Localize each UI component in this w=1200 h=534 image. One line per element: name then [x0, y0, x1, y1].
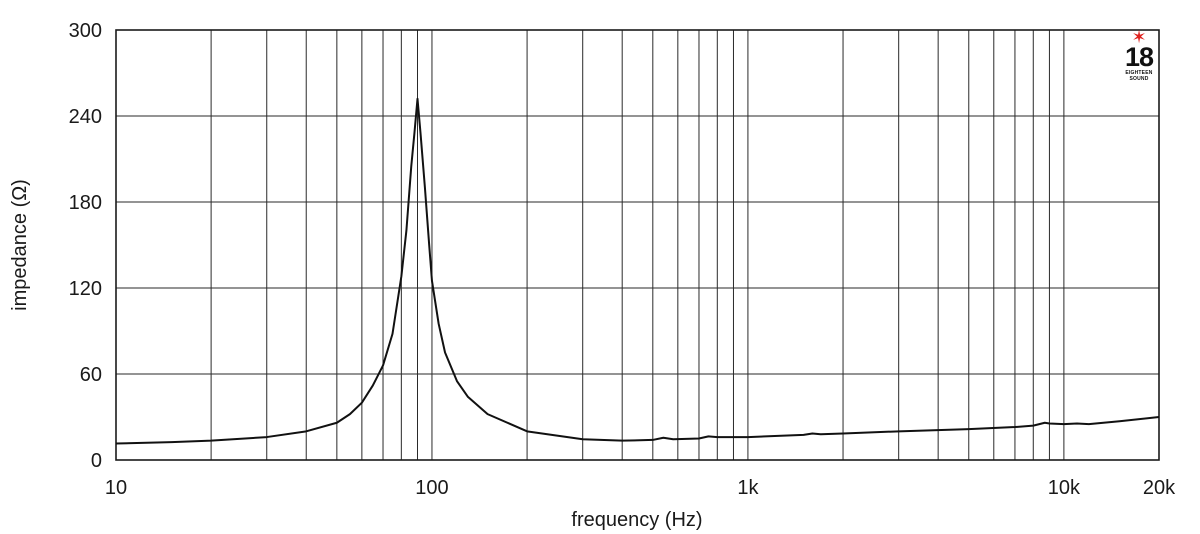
logo-line1: EIGHTEEN: [1125, 70, 1153, 76]
x-tick-label: 1k: [737, 477, 759, 499]
y-gridlines: [116, 29, 1159, 461]
y-axis-title: impedance (Ω): [9, 179, 31, 311]
logo-number: 18: [1124, 42, 1154, 72]
x-tick-label: 100: [415, 477, 448, 499]
x-gridlines: [115, 30, 1160, 460]
star-icon: ✶: [1131, 27, 1147, 47]
x-axis-title: frequency (Hz): [571, 509, 702, 531]
y-tick-labels: 0 60 120 180 240 300: [69, 20, 102, 472]
impedance-series-line: [115, 97, 1160, 445]
x-tick-label: 20k: [1143, 477, 1176, 499]
series-layer: [115, 97, 1160, 445]
brand-logo: ✶ 18 EIGHTEEN SOUND: [1122, 27, 1156, 98]
x-tick-label: 10k: [1048, 477, 1081, 499]
y-tick-label: 0: [91, 450, 102, 472]
y-tick-label: 240: [69, 106, 102, 128]
y-tick-label: 300: [69, 20, 102, 42]
y-tick-label: 120: [69, 278, 102, 300]
x-tick-labels: 10 100 1k 10k 20k: [105, 477, 1176, 499]
y-tick-label: 60: [80, 364, 102, 386]
plot-frame: [115, 29, 1160, 461]
y-tick-label: 180: [69, 192, 102, 214]
x-tick-label: 10: [105, 477, 127, 499]
logo-line2: SOUND: [1129, 76, 1149, 82]
